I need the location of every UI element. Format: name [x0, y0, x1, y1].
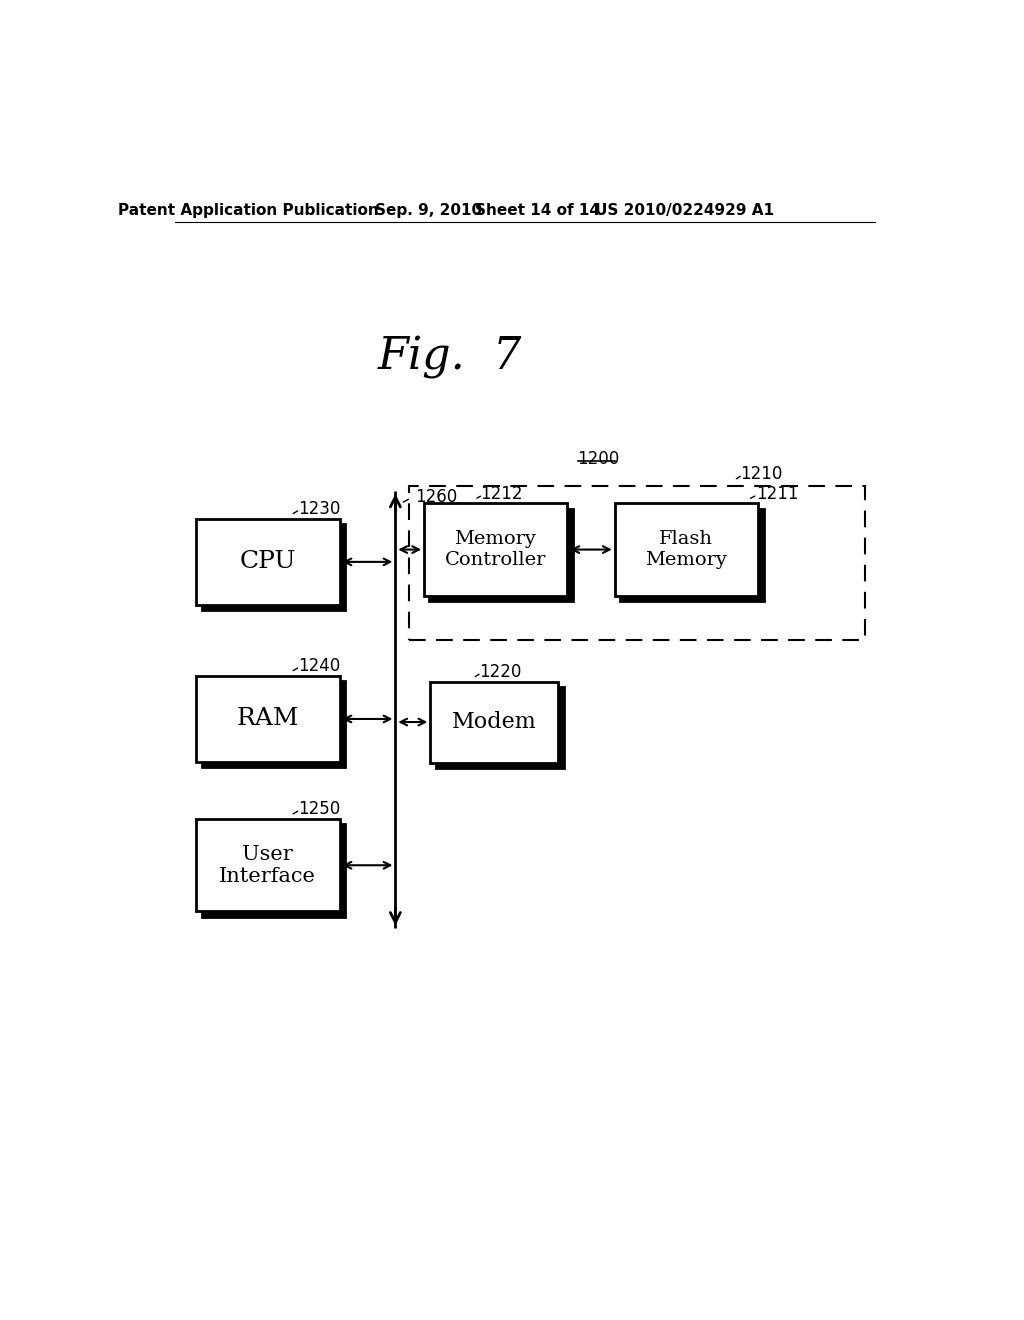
- Bar: [202, 524, 345, 610]
- Text: US 2010/0224929 A1: US 2010/0224929 A1: [595, 203, 774, 218]
- Text: User
Interface: User Interface: [219, 845, 316, 886]
- Text: 1220: 1220: [479, 663, 521, 681]
- Bar: [410, 486, 865, 640]
- Text: 1250: 1250: [299, 800, 341, 818]
- Text: 1212: 1212: [480, 486, 523, 503]
- Text: 1200: 1200: [578, 450, 620, 467]
- Text: 1240: 1240: [299, 657, 341, 675]
- Text: Sep. 9, 2010: Sep. 9, 2010: [375, 203, 482, 218]
- Text: Fig.  7: Fig. 7: [378, 335, 522, 379]
- Text: Flash
Memory: Flash Memory: [645, 531, 727, 569]
- Text: 1210: 1210: [740, 465, 782, 483]
- Bar: [614, 503, 758, 595]
- Bar: [197, 676, 340, 762]
- Bar: [202, 825, 345, 917]
- Bar: [197, 818, 340, 911]
- Bar: [430, 682, 558, 763]
- Bar: [435, 688, 563, 768]
- Text: 1230: 1230: [299, 500, 341, 517]
- Bar: [621, 508, 764, 601]
- Bar: [429, 508, 572, 601]
- Text: Sheet 14 of 14: Sheet 14 of 14: [475, 203, 600, 218]
- Text: Modem: Modem: [452, 711, 537, 733]
- Text: Patent Application Publication: Patent Application Publication: [118, 203, 379, 218]
- Bar: [202, 681, 345, 767]
- Text: 1260: 1260: [415, 488, 457, 506]
- Bar: [197, 519, 340, 605]
- Bar: [424, 503, 567, 595]
- Text: CPU: CPU: [240, 550, 296, 573]
- Text: Memory
Controller: Memory Controller: [444, 531, 546, 569]
- Text: RAM: RAM: [237, 708, 299, 730]
- Text: 1211: 1211: [756, 486, 799, 503]
